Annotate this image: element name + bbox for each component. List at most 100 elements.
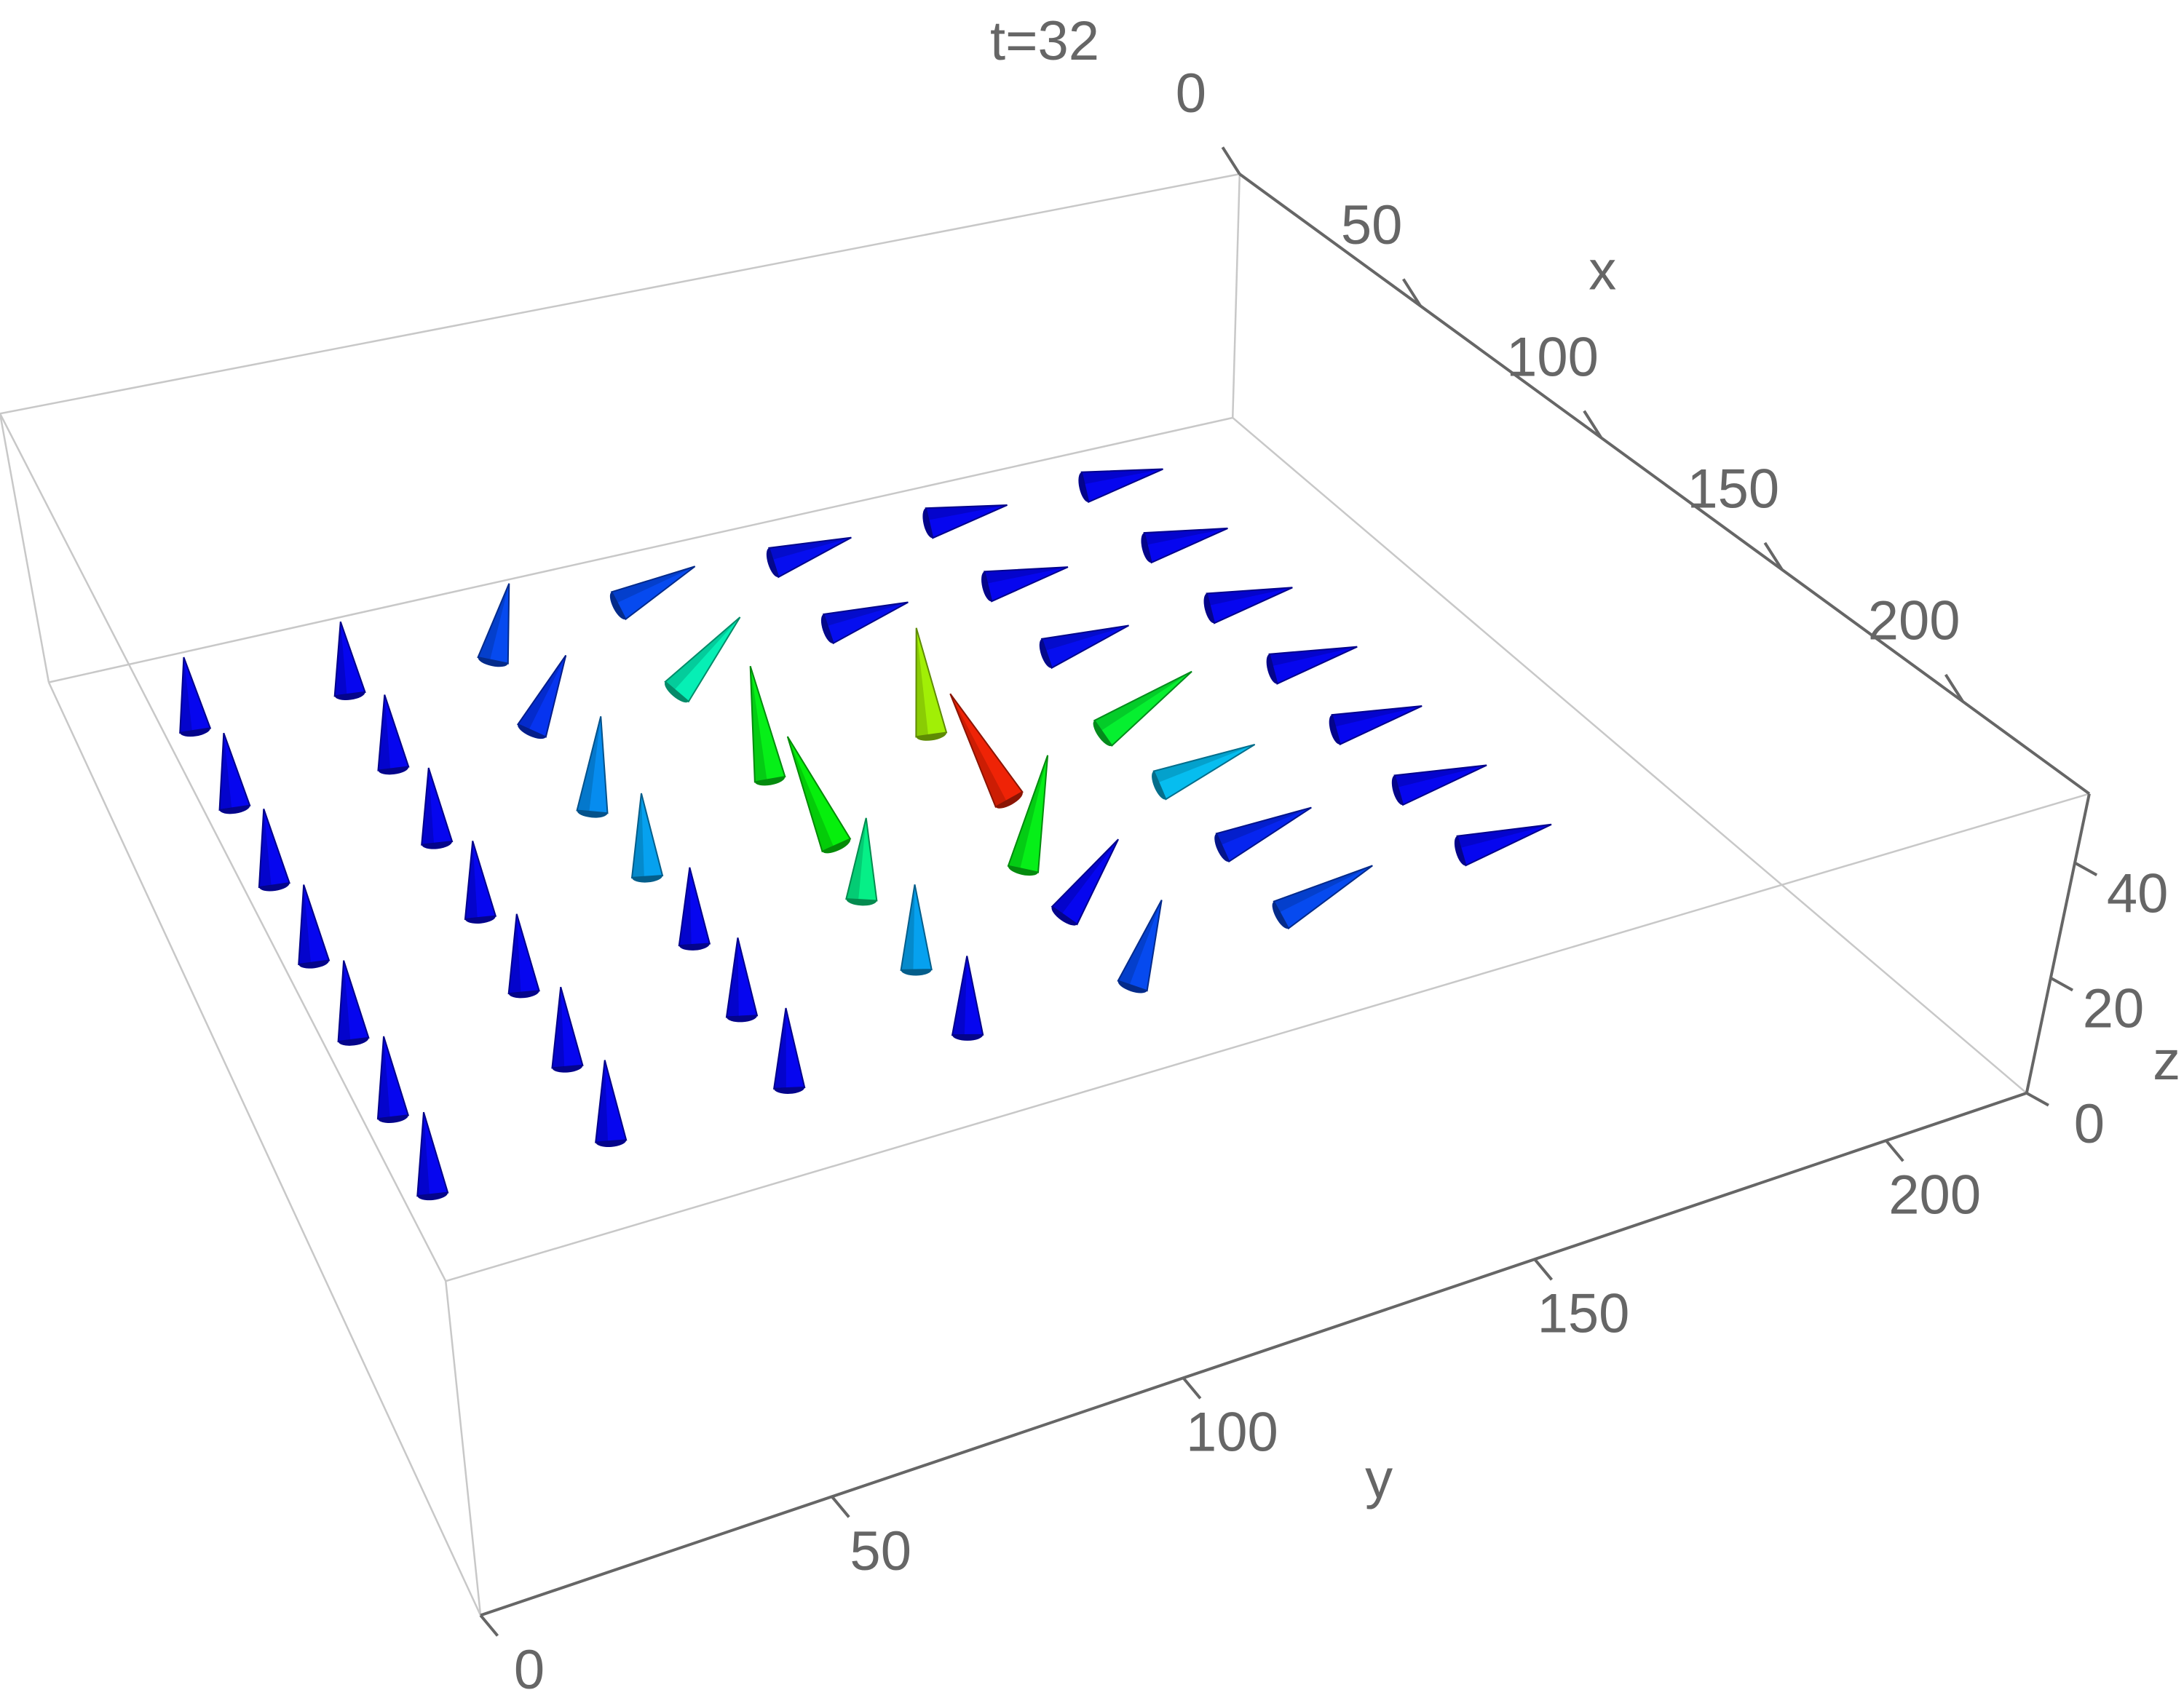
cone-shade [774,1008,786,1089]
cone-shade [552,987,565,1068]
vector-cone [1007,755,1049,876]
z-tick [2025,1092,2049,1107]
cone-body [951,956,984,1036]
cone-body [900,884,933,971]
cone-body [1215,806,1312,863]
cone-body [1093,670,1192,747]
cone-body [1007,755,1049,873]
cone-body [678,867,711,947]
vector-cone [1203,587,1293,624]
box-edge [1232,417,2027,1094]
vector-cone [900,884,933,976]
cone-shade [1052,839,1119,914]
cone-shade [1206,587,1293,606]
z-axis [2025,793,2091,1094]
x-axis [1238,172,2091,796]
cone-body [915,627,948,738]
cone-body [377,694,410,771]
vector-cone [377,694,410,775]
box-edge [445,1281,482,1616]
vector-cone [725,937,759,1023]
cone-shade [726,937,739,1017]
vector-cone [630,793,664,883]
cone-shade [298,884,311,964]
cone-shade [1042,625,1129,651]
vector-cone [749,665,786,786]
cone-body [1117,900,1163,992]
cone-body [421,767,454,846]
vector-cone [1272,865,1373,930]
vector-cone [922,504,1008,539]
cone-shade [180,657,192,733]
cone-body [1206,587,1293,624]
cone-shade [916,627,929,737]
cone-shade [632,793,644,878]
cone-shade [1094,671,1192,731]
y-axis [480,1092,2027,1617]
vector-cone [1391,764,1487,806]
x-tick-label: 50 [1341,194,1403,256]
cone-body [749,665,786,783]
vector-cone [507,913,540,999]
cone-shade [577,716,601,812]
y-tick-label: 200 [1888,1165,1981,1226]
y-tick [831,1496,850,1518]
cone-shade [984,567,1068,584]
y-tick-label: 0 [514,1639,545,1701]
cone-body [725,937,759,1018]
cone-shade [925,504,1008,520]
vector-cone [1093,670,1192,747]
x-tick [1763,541,1784,571]
z-tick [2049,976,2074,992]
cone-shade [612,566,695,603]
vector-cone [595,1060,628,1148]
vector-cone [337,960,370,1046]
cone-body [1273,865,1373,930]
vector-cone [1117,900,1163,993]
vector-cone [376,1036,410,1123]
cone-body [595,1060,628,1143]
cone-body [949,693,1024,809]
box-edge [0,413,50,683]
cone-body [218,732,251,812]
cone-shade [258,809,272,887]
vector-cone [416,1111,449,1201]
cone-shade [1332,706,1423,727]
vector-cone [1152,743,1256,801]
vector-cone [766,536,852,579]
cone-shade [787,737,834,852]
vector-cone [951,956,984,1041]
cone-body [768,536,852,579]
cone-body [551,986,584,1069]
vector-cone [820,601,909,645]
y-tick-label: 50 [850,1520,911,1582]
axes: 0 50 100 150 200 0 50 100 150 200 0 20 40 x y z [479,63,2180,1701]
z-tick [2074,861,2098,876]
vector-cone [1214,806,1312,863]
cone-body [1080,468,1163,504]
cone-shade [518,655,566,730]
vector-cone [981,566,1069,603]
vector-cone [298,884,331,969]
cone-shade [750,666,767,782]
cone-shade [334,622,347,697]
x-tick-label: 150 [1687,458,1779,520]
cone-shade [665,617,740,690]
vector-cone [464,841,497,924]
cone-body [179,656,212,734]
cone-shade [378,694,391,771]
cone-shade [1008,755,1048,869]
cone-body [333,621,366,697]
x-tick [1944,673,1964,702]
y-tick-label: 150 [1538,1283,1630,1345]
y-tick [1182,1376,1202,1400]
cone-shade [952,956,968,1036]
vector-cone [576,716,609,818]
cone-shade [508,913,521,994]
box-edge [445,793,2090,1282]
vector-cone [1266,646,1358,685]
cone-body [1393,764,1487,806]
box-edge [0,413,447,1282]
cone-body [576,716,609,814]
